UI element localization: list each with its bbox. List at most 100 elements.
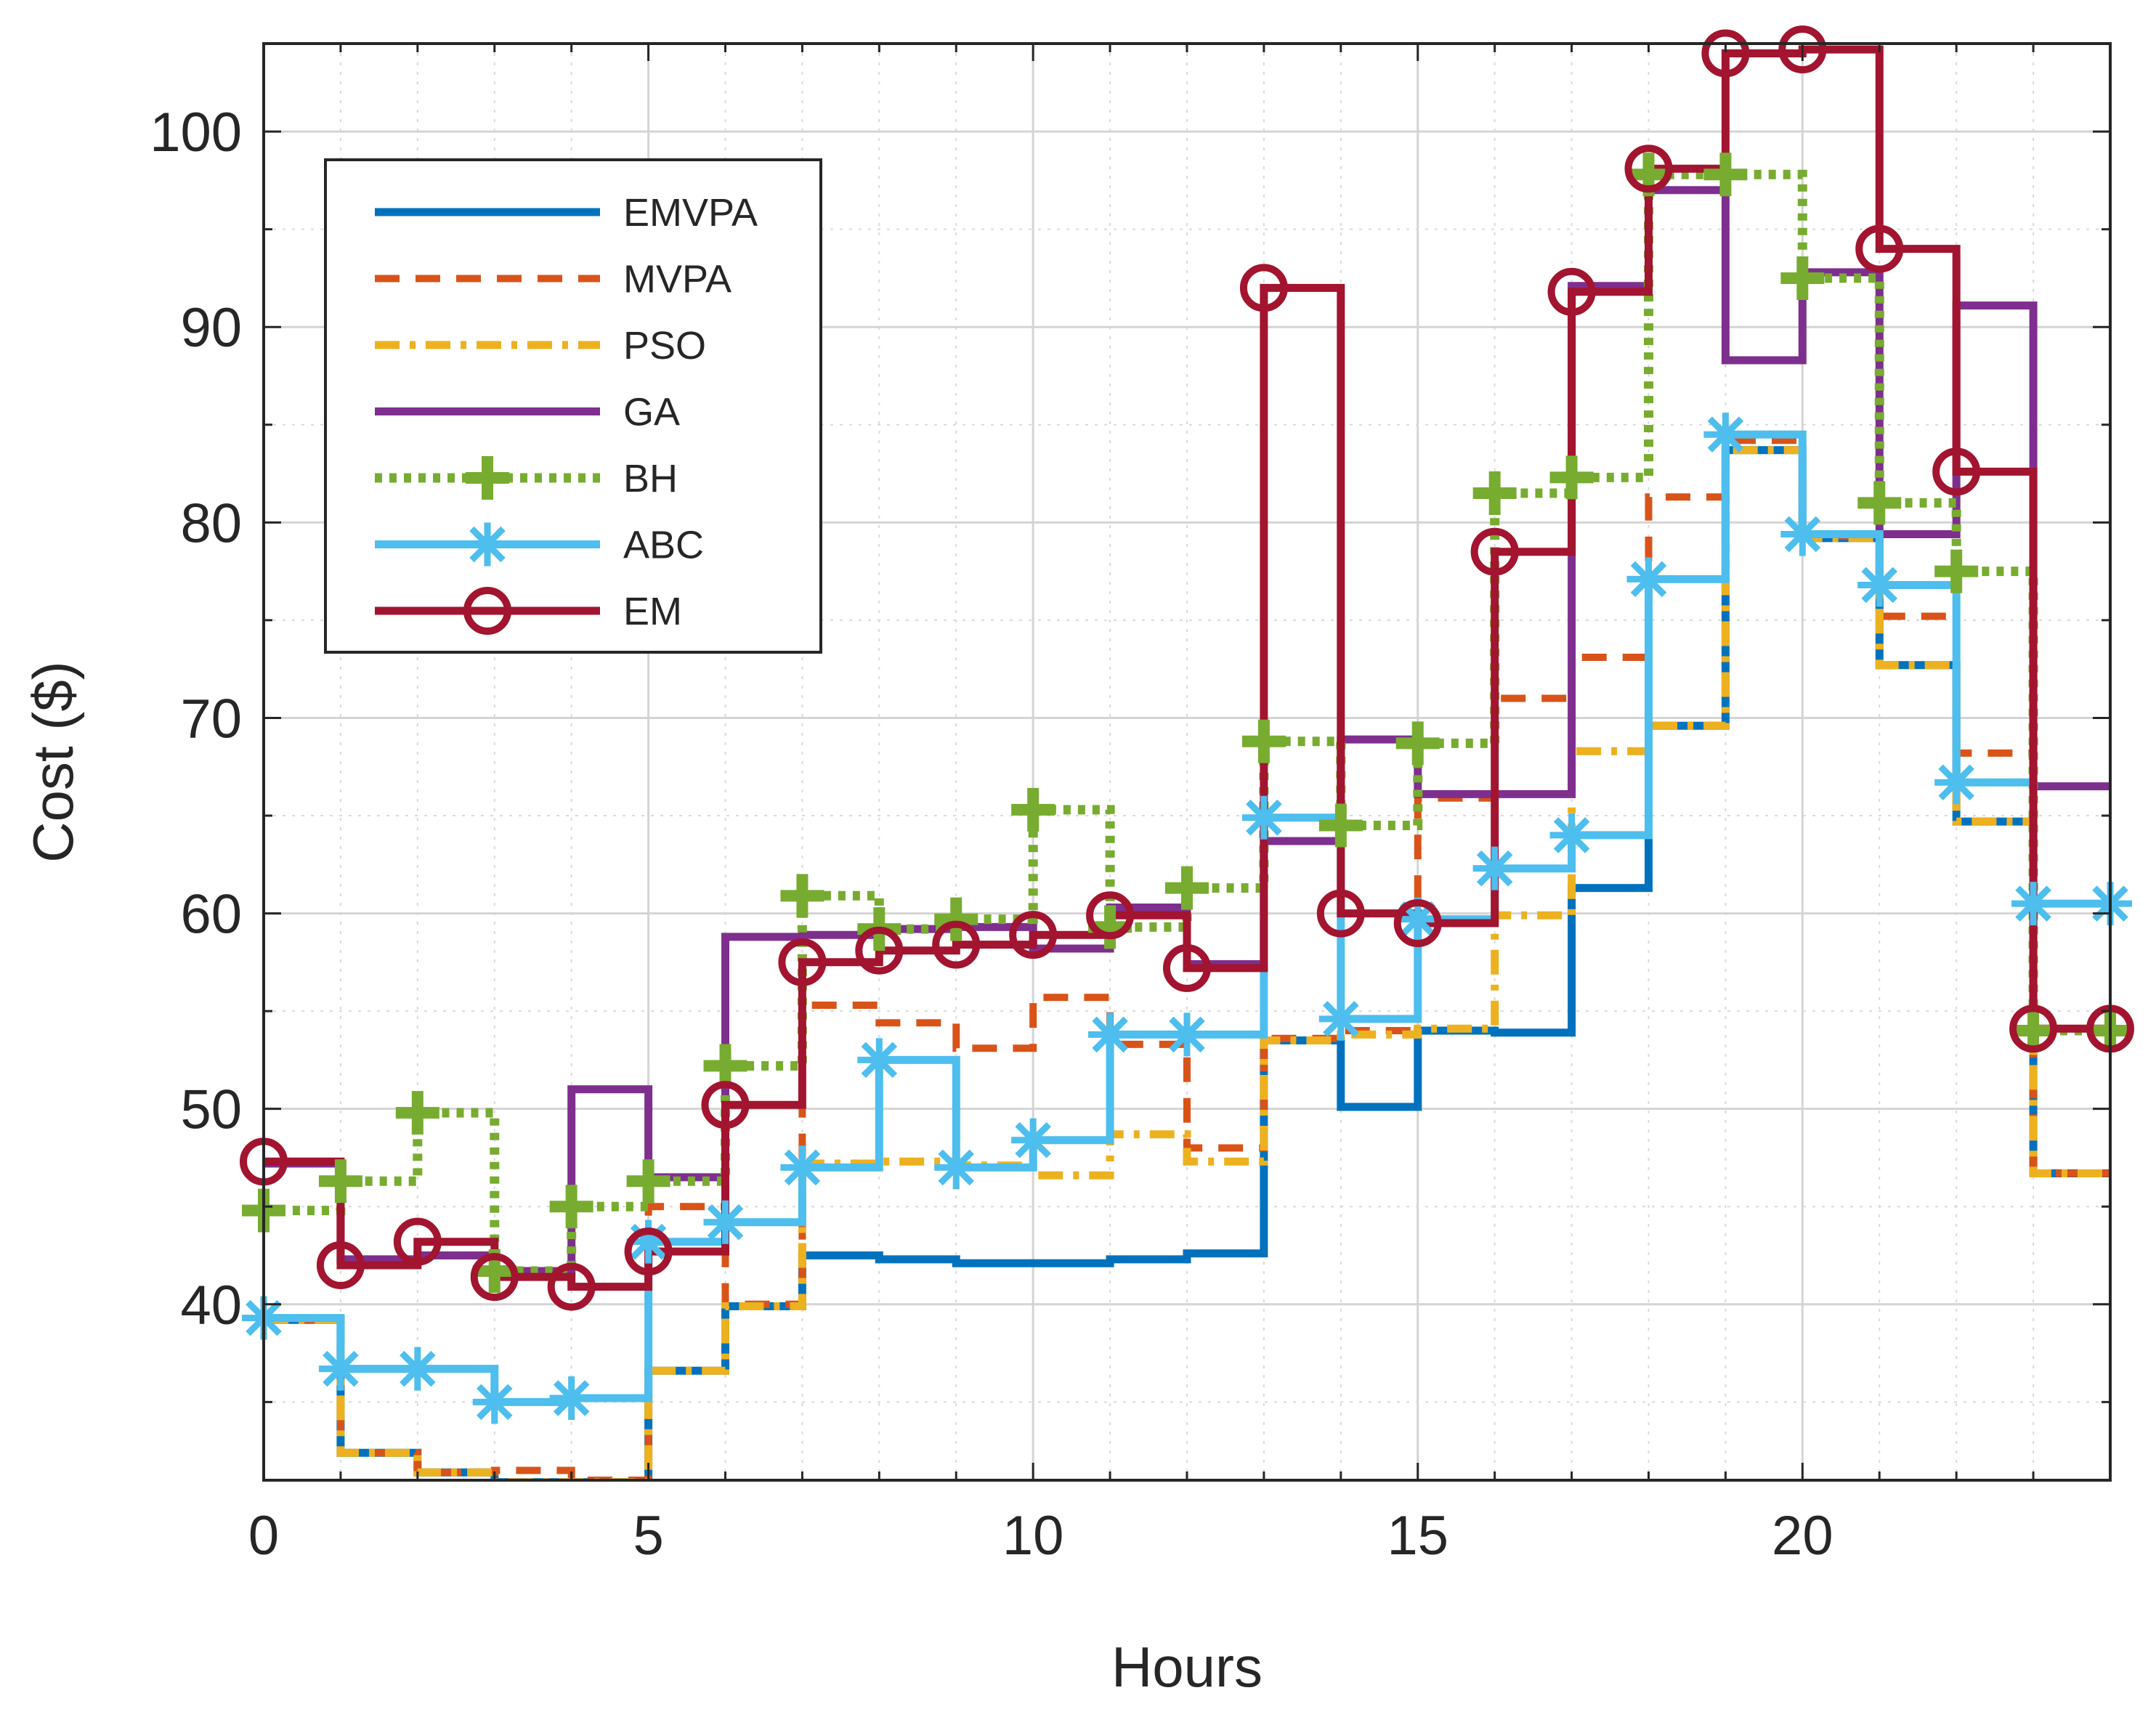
data-point-em <box>778 938 827 986</box>
data-point-bh <box>2011 1009 2056 1053</box>
data-point-em <box>1855 224 1904 273</box>
data-point-em <box>1393 899 1442 948</box>
data-point-bh <box>549 1185 593 1229</box>
data-point-bh <box>1241 719 1286 763</box>
legend-item-pso: PSO <box>375 324 706 368</box>
data-point-em <box>1778 25 1827 74</box>
data-point-abc <box>395 1347 439 1391</box>
data-point-em <box>855 926 904 975</box>
data-point-bh <box>1549 455 1594 500</box>
data-point-em <box>1470 527 1519 576</box>
y-tick-label: 70 <box>180 688 242 750</box>
data-point-abc <box>1088 1012 1132 1057</box>
data-point-em <box>1239 264 1288 312</box>
y-tick-label: 50 <box>180 1079 242 1141</box>
data-point-em <box>2009 1004 2058 1053</box>
data-point-bh <box>626 1159 670 1203</box>
legend-item-mvpa: MVPA <box>375 258 732 301</box>
data-point-em <box>470 1253 519 1302</box>
data-point-abc <box>1011 1118 1055 1162</box>
data-point-abc <box>934 1145 978 1190</box>
data-point-abc <box>857 1038 901 1082</box>
data-point-em <box>1316 889 1365 938</box>
data-point-bh <box>1165 866 1209 910</box>
data-point-em <box>1163 943 1211 992</box>
y-tick-label: 60 <box>180 884 242 946</box>
data-point-em <box>1086 891 1135 940</box>
data-point-abc <box>703 1200 747 1244</box>
data-point-em <box>316 1241 365 1289</box>
data-point-em <box>1624 145 1673 193</box>
y-tick-label: 40 <box>180 1275 242 1336</box>
x-tick-label: 15 <box>1387 1505 1448 1567</box>
data-point-em <box>701 1081 750 1129</box>
data-point-em <box>624 1227 673 1276</box>
legend: EMVPA MVPA PSO GA BH ABC EM <box>324 158 822 654</box>
data-point-bh <box>703 1044 747 1088</box>
series-line-abc <box>264 430 2110 1406</box>
legend-label-abc: ABC <box>623 524 704 567</box>
y-axis-label: Cost ($) <box>21 661 85 862</box>
data-point-bh <box>1780 256 1825 300</box>
data-point-bh <box>1934 549 1979 593</box>
tick-labels: 0 5 10 15 20 40 50 60 70 80 90 100 <box>150 44 2112 1567</box>
data-point-abc <box>1626 557 1671 601</box>
data-point-abc <box>1857 563 1902 607</box>
legend-label-pso: PSO <box>623 324 706 368</box>
legend-item-em: EM <box>375 587 682 635</box>
data-point-abc <box>549 1376 593 1420</box>
legend-item-bh: BH <box>375 456 678 500</box>
data-point-em <box>393 1217 442 1266</box>
data-point-bh <box>1703 153 1748 197</box>
y-tick-label: 80 <box>180 492 242 554</box>
x-tick-label: 5 <box>633 1505 663 1567</box>
legend-marker-em <box>463 587 511 635</box>
legend-label-em: EM <box>623 590 682 633</box>
data-point-abc <box>1934 760 1979 805</box>
data-point-abc <box>1318 996 1363 1041</box>
data-point-bh <box>395 1091 439 1135</box>
data-point-abc <box>2011 882 2056 926</box>
data-point-em <box>1547 267 1596 316</box>
data-point-abc <box>780 1145 824 1190</box>
data-point-bh <box>1472 471 1517 515</box>
x-tick-label: 0 <box>248 1505 279 1567</box>
data-point-em <box>547 1262 596 1311</box>
data-point-abc <box>1549 813 1594 857</box>
data-point-abc <box>318 1347 362 1391</box>
data-point-em <box>1009 911 1058 959</box>
data-point-abc <box>472 1380 516 1424</box>
legend-box <box>324 158 822 654</box>
data-point-bh <box>934 897 978 941</box>
data-point-bh <box>1395 721 1440 766</box>
x-tick-label: 10 <box>1002 1505 1064 1567</box>
legend-item-abc: ABC <box>375 522 704 567</box>
data-point-bh <box>1857 481 1902 525</box>
y-tick-label: 90 <box>180 297 242 359</box>
data-point-bh <box>1318 803 1363 848</box>
data-point-bh <box>780 874 824 918</box>
legend-label-emvpa: EMVPA <box>623 191 758 235</box>
legend-marker-abc <box>466 522 509 567</box>
legend-label-bh: BH <box>623 457 678 500</box>
data-point-abc <box>1241 795 1286 840</box>
legend-label-ga: GA <box>623 391 680 434</box>
series-line-pso <box>264 446 2110 1480</box>
legend-label-mvpa: MVPA <box>623 258 732 301</box>
data-point-em <box>1701 29 1750 78</box>
data-point-bh <box>1011 787 1055 832</box>
data-point-abc <box>1780 512 1825 556</box>
data-point-abc <box>1472 846 1517 890</box>
x-tick-label: 20 <box>1772 1505 1833 1567</box>
x-axis-label: Hours <box>1111 1635 1263 1699</box>
data-point-em <box>932 920 981 969</box>
data-point-bh <box>318 1159 362 1203</box>
y-tick-label: 100 <box>150 102 242 163</box>
data-point-em <box>1932 447 1981 496</box>
legend-item-emvpa: EMVPA <box>375 191 758 235</box>
legend-item-ga: GA <box>375 391 680 434</box>
data-point-abc <box>1703 413 1748 457</box>
data-point-abc <box>1165 1012 1209 1057</box>
